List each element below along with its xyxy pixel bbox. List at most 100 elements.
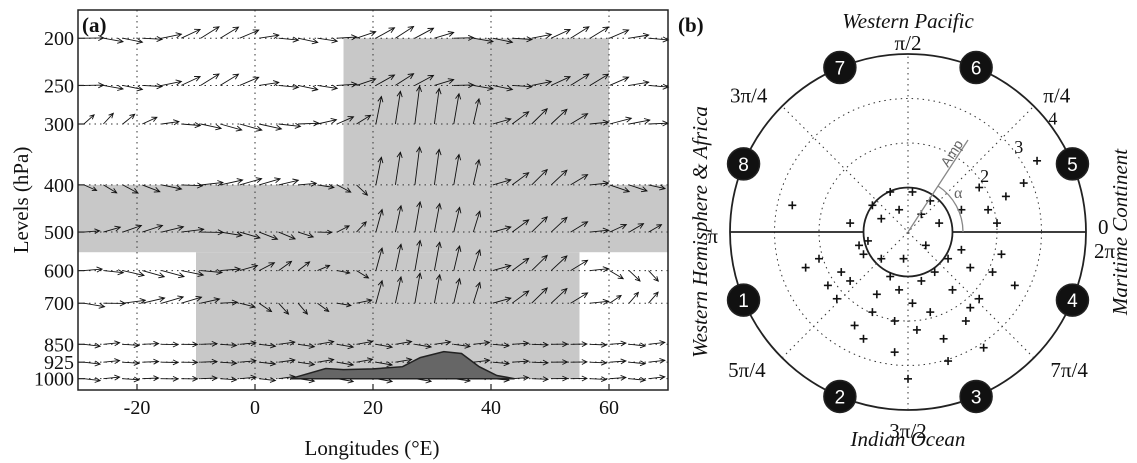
wind-arrow <box>298 180 318 187</box>
wind-arrow <box>531 376 550 383</box>
phase-point <box>961 317 970 325</box>
wind-arrow <box>570 221 589 233</box>
wind-arrow <box>453 206 462 233</box>
wind-arrow <box>570 375 588 382</box>
wind-arrow <box>628 223 645 233</box>
wind-arrow <box>414 27 435 39</box>
panel-a-label: (a) <box>82 13 107 37</box>
wind-arrow <box>103 340 121 347</box>
wind-arrow <box>239 231 261 240</box>
wind-arrow <box>161 341 180 348</box>
phase-number: 8 <box>738 155 749 176</box>
wind-arrow <box>472 97 481 125</box>
wind-arrow <box>472 158 481 185</box>
wind-arrow <box>414 343 433 350</box>
wind-arrow <box>103 225 122 233</box>
region-label-indian-ocean: Indian Ocean <box>850 427 966 451</box>
phase-point <box>823 281 832 290</box>
wind-arrow <box>492 225 512 233</box>
wind-arrow <box>550 216 568 233</box>
wind-arrow <box>317 229 333 235</box>
wind-arrow <box>375 74 396 86</box>
wind-arrow <box>590 298 610 305</box>
y-tick-label: 925 <box>44 352 74 374</box>
wind-arrow <box>453 82 475 89</box>
phase-point <box>868 308 877 317</box>
wind-arrow <box>336 225 351 233</box>
wind-arrow <box>239 123 263 132</box>
wind-arrow <box>142 36 164 43</box>
phase-number: 5 <box>1067 155 1078 176</box>
phase-marker-7: 7 <box>823 50 857 85</box>
wind-arrow <box>531 168 548 186</box>
phase-point <box>832 294 841 303</box>
radial-tick-label: 3 <box>1014 137 1023 157</box>
wind-arrow <box>375 247 384 271</box>
phase-point <box>997 250 1006 259</box>
wind-arrow <box>220 231 243 238</box>
phase-marker-8: 8 <box>726 147 761 181</box>
y-tick-label: 300 <box>44 114 74 136</box>
wind-arrow <box>629 80 650 86</box>
angle-label: π <box>707 224 718 248</box>
wind-arrow <box>103 374 121 381</box>
phase-point <box>788 201 797 210</box>
alpha-label: α <box>954 185 963 202</box>
wind-arrow <box>590 359 608 366</box>
wind-arrow <box>181 28 202 39</box>
phase-point <box>877 214 886 223</box>
phase-point <box>944 254 953 263</box>
wind-arrow <box>570 292 589 304</box>
phase-number: 4 <box>1067 291 1078 312</box>
wind-arrow <box>278 260 293 271</box>
wind-arrow <box>239 374 257 381</box>
wind-arrow <box>142 116 158 125</box>
wind-arrow <box>550 108 568 125</box>
y-tick-label: 250 <box>44 75 74 97</box>
wind-arrow <box>531 79 553 86</box>
phase-point <box>904 374 912 383</box>
wind-arrow <box>181 226 205 233</box>
phase-marker-1: 1 <box>726 283 761 317</box>
wind-arrow <box>298 343 316 349</box>
phase-point <box>846 219 855 228</box>
phase-number: 1 <box>738 291 749 312</box>
wind-arrow <box>551 28 572 39</box>
y-tick-label: 400 <box>44 175 74 197</box>
angle-label: 3π/4 <box>730 84 768 108</box>
phase-point <box>966 303 975 312</box>
wind-arrow <box>259 123 283 131</box>
phase-markers: 1 2 3 4 5 6 7 8 <box>726 50 1090 414</box>
wind-arrow <box>629 360 647 367</box>
wind-arrow <box>609 76 630 86</box>
y-tick-label: 850 <box>44 334 74 356</box>
phase-number: 2 <box>835 387 846 408</box>
wind-arrow <box>142 340 160 347</box>
wind-arrow <box>473 340 491 346</box>
wind-arrow <box>142 184 161 193</box>
wind-arrow <box>511 219 530 233</box>
phase-point <box>921 241 930 250</box>
wind-arrow <box>531 341 550 348</box>
wind-arrow <box>589 26 610 39</box>
wind-arrow <box>200 340 219 347</box>
phase-point <box>859 334 868 343</box>
phase-point <box>912 325 921 334</box>
wind-arrow <box>453 277 462 304</box>
phase-point <box>815 254 823 263</box>
wind-arrow <box>219 26 240 39</box>
wind-arrow <box>258 302 273 313</box>
wind-arrow <box>629 118 651 125</box>
wind-arrow <box>609 294 622 304</box>
wind-arrow <box>570 359 588 365</box>
wind-arrow <box>259 377 277 383</box>
phase-marker-5: 5 <box>1055 147 1090 181</box>
wind-arrow <box>414 239 423 271</box>
wind-arrow <box>492 360 511 367</box>
wind-arrow <box>122 376 141 383</box>
y-tick-label: 1000 <box>34 369 74 391</box>
wind-arrow <box>473 84 495 91</box>
wind-arrow <box>550 255 568 271</box>
wind-arrow <box>589 73 610 86</box>
